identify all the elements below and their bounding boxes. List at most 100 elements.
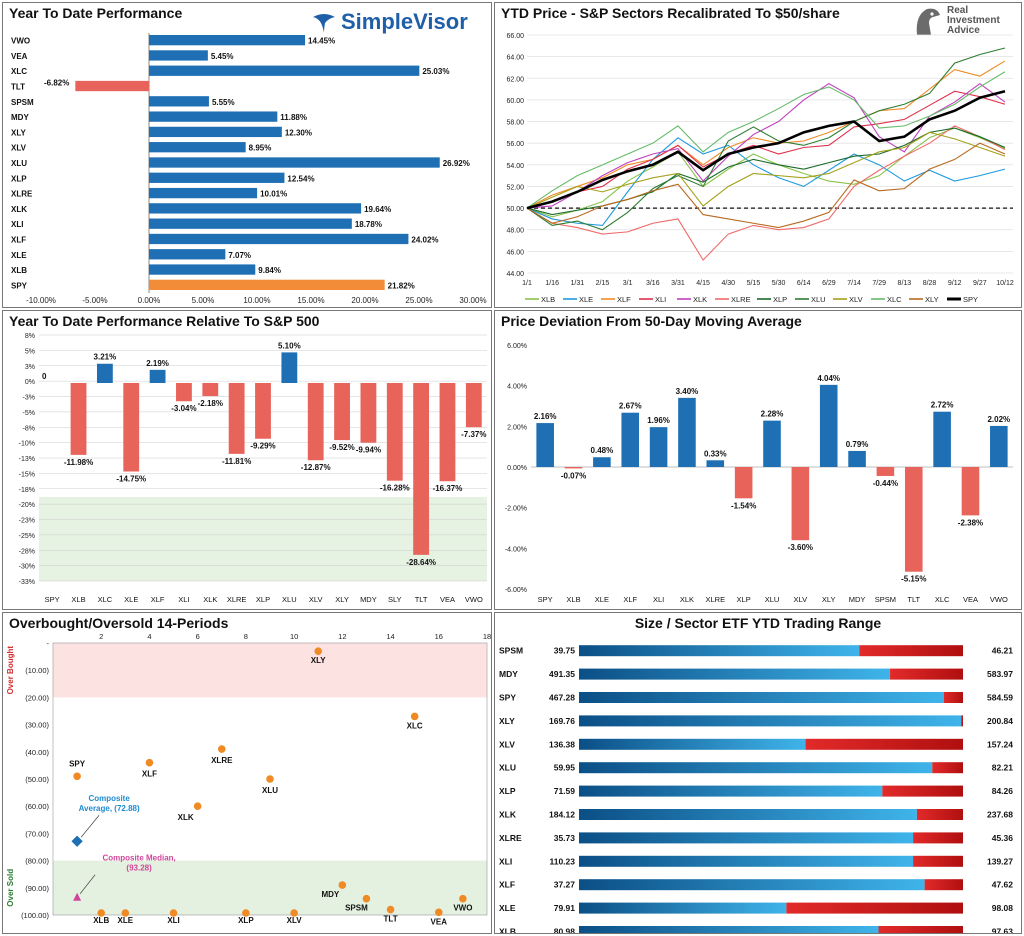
range-bar-current (579, 926, 879, 933)
etf-label: XLP (499, 786, 516, 796)
eagle-head-icon (916, 8, 940, 35)
value-label: -6.82% (44, 79, 69, 88)
x-tick-label: -10.00% (26, 296, 56, 305)
y-tick-label: 46.00 (506, 249, 524, 256)
scatter-point (97, 909, 106, 917)
x-tick-label: 8 (244, 632, 248, 641)
bar (360, 383, 377, 443)
bar (75, 80, 149, 92)
y-tick-label: -4.00% (505, 546, 527, 553)
legend-label: XLV (849, 295, 863, 304)
y-tick-label: -23% (19, 518, 35, 525)
category-label: TLT (907, 595, 920, 604)
composite-average-value: Average, (72.88) (79, 804, 140, 813)
legend-label: XLE (579, 295, 593, 304)
bar (564, 467, 583, 469)
overbought-label: Over Bought (6, 646, 15, 695)
y-tick-label: -13% (19, 456, 35, 463)
legend-label: XLB (541, 295, 555, 304)
legend-label: XLF (617, 295, 631, 304)
value-label: 9.84% (258, 266, 281, 275)
bar (933, 411, 951, 467)
range-bar-current (579, 715, 962, 727)
point-label: XLRE (211, 756, 233, 765)
overbought-oversold-chart: 2 4 6 8 10 12 14 16 18 - (10.00) (20.00) (30.00) (40.… (6, 632, 491, 926)
value-label: 26.92% (443, 159, 470, 168)
category-label: XLY (822, 595, 836, 604)
scatter-point (242, 909, 250, 917)
composite-average-label: Composite (88, 794, 130, 803)
panel-title: Size / Sector ETF YTD Trading Range (634, 615, 882, 631)
scatter-point (145, 758, 154, 767)
range-high: 82.21 (992, 763, 1014, 773)
series-line-xlb (526, 127, 1006, 218)
range-bar-current (579, 645, 860, 657)
point-label: XLU (262, 786, 278, 795)
y-tick-label: (80.00) (25, 857, 49, 866)
category-label: XLF (151, 595, 165, 604)
y-tick-label: - (47, 639, 50, 648)
category-label: TLT (415, 595, 428, 604)
value-label: -1.54% (731, 501, 756, 510)
logo-text: SimpleVisor (341, 9, 468, 34)
shaded-band (39, 497, 487, 581)
trading-range-panel: Size / Sector ETF YTD Trading Range SPSM… (494, 612, 1022, 934)
value-label: 12.54% (287, 174, 314, 183)
etf-label: XLK (499, 810, 517, 820)
plot-frame (52, 642, 488, 916)
bar (149, 111, 278, 122)
x-tick-label: 10/12 (996, 280, 1014, 287)
value-label: 21.82% (388, 281, 415, 290)
bar (678, 397, 696, 467)
x-tick-label: 12 (338, 632, 346, 641)
oversold-band (53, 860, 487, 915)
y-tick-label: 58.00 (506, 120, 524, 127)
bar (307, 383, 324, 461)
y-tick-label: 64.00 (506, 55, 524, 62)
range-low: 59.95 (554, 763, 576, 773)
range-low: 110.23 (549, 856, 575, 866)
value-label: 2.02% (987, 415, 1010, 424)
range-high: 237.68 (987, 810, 1013, 820)
point-label: VWO (453, 904, 472, 913)
bar (791, 467, 810, 541)
series-line-xli (526, 90, 1006, 209)
x-tick-label: 20.00% (351, 296, 378, 305)
bar (96, 363, 113, 383)
overbought-band (53, 643, 487, 698)
point-label: XLF (142, 770, 157, 779)
logo-line-1: Real (947, 5, 969, 16)
simplevisor-logo: SimpleVisor (311, 7, 468, 37)
value-label: 24.02% (411, 235, 438, 244)
value-label: 5.10% (278, 341, 301, 350)
value-label: 0.33% (704, 449, 727, 458)
bar (876, 467, 895, 476)
category-label: XLB (71, 595, 85, 604)
value-label: 14.45% (308, 37, 335, 46)
value-label: -0.07% (561, 471, 586, 480)
bar (734, 467, 753, 499)
series-line-xlv (526, 131, 1006, 209)
legend-label: SPY (963, 295, 978, 304)
ytd-performance-chart: -10.00% -5.00% 0.00% 5.00% 10.00% 15.00% 20.00… (11, 33, 487, 305)
range-low: 184.12 (549, 810, 575, 820)
series-line-xly (526, 142, 1006, 229)
y-tick-label: -15% (19, 471, 35, 478)
y-tick-label: 0.00% (507, 465, 527, 472)
x-tick-label: 4/15 (696, 280, 710, 287)
point-label: VEA (431, 917, 448, 926)
value-label: -9.29% (250, 442, 275, 451)
x-tick-label: 9/27 (973, 280, 987, 287)
value-label: 12.30% (285, 128, 312, 137)
value-label: 11.88% (280, 113, 307, 122)
x-tick-label: 18 (483, 632, 491, 641)
bar (149, 369, 166, 383)
value-label: -28.64% (406, 558, 436, 567)
value-label: -11.98% (64, 458, 93, 467)
category-label: VWO (465, 595, 483, 604)
category-label: XLU (11, 159, 27, 168)
range-bar-current (579, 832, 914, 844)
legend-label: XLI (655, 295, 666, 304)
range-bar-current (579, 668, 891, 680)
ytd-price-chart: 44.00 46.00 48.00 50.00 52.00 54.00 56.00 58.00… (506, 33, 1014, 304)
